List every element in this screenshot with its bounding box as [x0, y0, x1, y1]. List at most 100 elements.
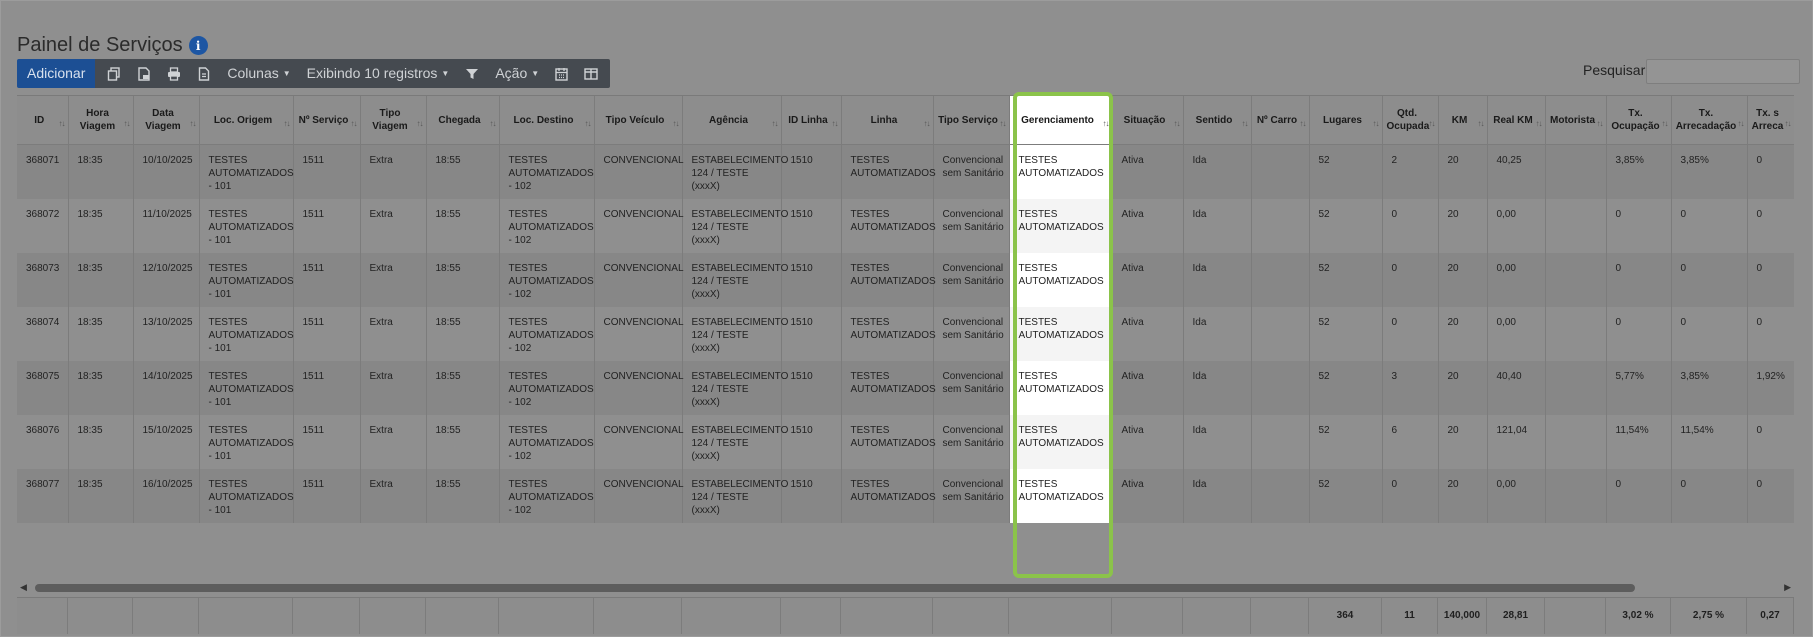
sort-icon[interactable]: ↑↓	[416, 119, 424, 128]
sort-icon[interactable]: ↑↓	[1102, 119, 1110, 128]
column-header[interactable]: Linha ↑↓	[841, 96, 934, 145]
table-row[interactable]: 368073 18:35 12/10/2025 TESTES AUTOMATIZADO…	[17, 252, 1794, 307]
sort-icon[interactable]: ↑↓	[189, 119, 197, 128]
table-cell: Ida	[1183, 198, 1252, 253]
sort-icon[interactable]: ↑↓	[771, 119, 779, 128]
page-title: Painel de Serviços i	[17, 34, 208, 57]
scroll-left-icon[interactable]: ◀	[20, 582, 27, 592]
scrollbar-thumb[interactable]	[35, 584, 1635, 592]
column-header[interactable]: ID Linha ↑↓	[781, 96, 842, 145]
column-header[interactable]: Hora Viagem ↑↓	[68, 96, 134, 145]
table-cell: Convencional sem Sanitário	[933, 360, 1010, 415]
table-cell: CONVENCIONAL	[594, 252, 684, 307]
column-header[interactable]: Tipo Serviço ↑↓	[933, 96, 1010, 145]
table-cell: 1510	[781, 468, 842, 523]
table-row[interactable]: 368077 18:35 16/10/2025 TESTES AUTOMATIZADO…	[17, 468, 1794, 523]
sort-icon[interactable]: ↑↓	[923, 119, 931, 128]
layout-button[interactable]	[576, 59, 606, 88]
table-cell: 1510	[781, 306, 842, 361]
table-row[interactable]: 368075 18:35 14/10/2025 TESTES AUTOMATIZADO…	[17, 360, 1794, 415]
column-header[interactable]: Sentido ↑↓	[1183, 96, 1252, 145]
pdf-button[interactable]	[189, 59, 219, 88]
column-header[interactable]: Tipo Veículo ↑↓	[594, 96, 683, 145]
table-row[interactable]: 368071 18:35 10/10/2025 TESTES AUTOMATIZADO…	[17, 144, 1794, 199]
sort-icon[interactable]: ↑↓	[1173, 119, 1181, 128]
sort-icon[interactable]: ↑↓	[584, 119, 592, 128]
sort-icon[interactable]: ↑↓	[831, 119, 839, 128]
sort-icon[interactable]: ↑↓	[999, 119, 1007, 128]
column-header[interactable]: Nº Carro ↑↓	[1251, 96, 1310, 145]
column-header[interactable]: Nº Serviço ↑↓	[293, 96, 361, 145]
column-header[interactable]: KM ↑↓	[1438, 96, 1488, 145]
table-cell: TESTES AUTOMATIZADOS	[1009, 414, 1113, 469]
table-cell: 1,92%	[1747, 360, 1794, 415]
sort-icon[interactable]: ↑↓	[123, 119, 131, 128]
table-cell: 18:55	[426, 468, 500, 523]
sort-icon[interactable]: ↑↓	[1784, 119, 1792, 128]
column-header[interactable]: Data Viagem ↑↓	[133, 96, 200, 145]
table-cell: 11,54%	[1606, 414, 1672, 469]
sort-icon[interactable]: ↑↓	[1477, 119, 1485, 128]
total-cell	[1112, 598, 1183, 634]
column-header[interactable]: Lugares ↑↓	[1309, 96, 1383, 145]
column-header[interactable]: Tx. Ocupação ↑↓	[1606, 96, 1672, 145]
column-header[interactable]: Loc. Destino ↑↓	[499, 96, 595, 145]
sort-icon[interactable]: ↑↓	[350, 119, 358, 128]
column-header[interactable]: Gerenciamento ↑↓	[1009, 96, 1113, 145]
table-cell: Ativa	[1112, 360, 1184, 415]
scroll-right-icon[interactable]: ▶	[1784, 582, 1791, 592]
sort-icon[interactable]: ↑↓	[672, 119, 680, 128]
sort-icon[interactable]: ↑↓	[1535, 119, 1543, 128]
table-row[interactable]: 368074 18:35 13/10/2025 TESTES AUTOMATIZADO…	[17, 306, 1794, 361]
table-cell: 1511	[293, 144, 361, 199]
column-header[interactable]: ID ↑↓	[17, 96, 69, 145]
table-cell: TESTES AUTOMATIZADOS - 101	[199, 360, 294, 415]
sort-icon[interactable]: ↑↓	[489, 119, 497, 128]
sort-icon[interactable]: ↑↓	[58, 119, 66, 128]
page-length-dropdown[interactable]: Exibindo 10 registros ▼	[299, 59, 458, 88]
column-header[interactable]: Motorista ↑↓	[1545, 96, 1607, 145]
print-icon	[168, 66, 181, 81]
column-header[interactable]: Qtd. Ocupada ↑↓	[1382, 96, 1439, 145]
info-icon[interactable]: i	[188, 36, 208, 55]
calendar-button[interactable]	[547, 59, 576, 88]
total-cell	[594, 598, 682, 634]
sort-icon[interactable]: ↑↓	[1661, 119, 1669, 128]
table-cell: 10/10/2025	[133, 144, 200, 199]
table-cell: TESTES AUTOMATIZADOS - 102	[499, 144, 595, 199]
sort-icon[interactable]: ↑↓	[1428, 119, 1436, 128]
table-cell: 5,77%	[1606, 360, 1672, 415]
print-button[interactable]	[159, 59, 189, 88]
search-input[interactable]	[1646, 59, 1800, 84]
table-cell: 18:55	[426, 144, 500, 199]
column-header[interactable]: Real KM ↑↓	[1487, 96, 1546, 145]
table-cell: 368075	[17, 360, 69, 415]
sort-icon[interactable]: ↑↓	[1299, 119, 1307, 128]
sort-icon[interactable]: ↑↓	[1737, 119, 1745, 128]
action-dropdown[interactable]: Ação ▼	[487, 59, 547, 88]
table-cell: TESTES AUTOMATIZADOS	[841, 414, 936, 469]
horizontal-scrollbar[interactable]: ◀ ▶	[17, 581, 1794, 595]
column-header[interactable]: Situação ↑↓	[1112, 96, 1184, 145]
column-header[interactable]: Loc. Origem ↑↓	[199, 96, 294, 145]
csv-button[interactable]	[129, 59, 159, 88]
table-cell: 20	[1438, 414, 1488, 469]
table-row[interactable]: 368076 18:35 15/10/2025 TESTES AUTOMATIZADO…	[17, 414, 1794, 469]
column-header[interactable]: Tx. Arrecadação ↑↓	[1671, 96, 1748, 145]
column-header[interactable]: Tipo Viagem ↑↓	[360, 96, 427, 145]
filter-button[interactable]	[457, 59, 487, 88]
column-header[interactable]: Agência ↑↓	[682, 96, 782, 145]
columns-dropdown[interactable]: Colunas ▼	[219, 59, 298, 88]
table-cell	[1545, 414, 1607, 469]
sort-icon[interactable]: ↑↓	[1596, 119, 1604, 128]
total-cell	[68, 598, 133, 634]
sort-icon[interactable]: ↑↓	[283, 119, 291, 128]
table-row[interactable]: 368072 18:35 11/10/2025 TESTES AUTOMATIZADO…	[17, 198, 1794, 253]
sort-icon[interactable]: ↑↓	[1241, 119, 1249, 128]
add-button[interactable]: Adicionar	[17, 59, 96, 88]
column-header[interactable]: Tx. s Arreca ↑↓	[1747, 96, 1794, 145]
sort-icon[interactable]: ↑↓	[1372, 119, 1380, 128]
column-header[interactable]: Chegada ↑↓	[426, 96, 500, 145]
copy-button[interactable]	[99, 59, 129, 88]
column-header-label: Data Viagem	[145, 108, 181, 132]
